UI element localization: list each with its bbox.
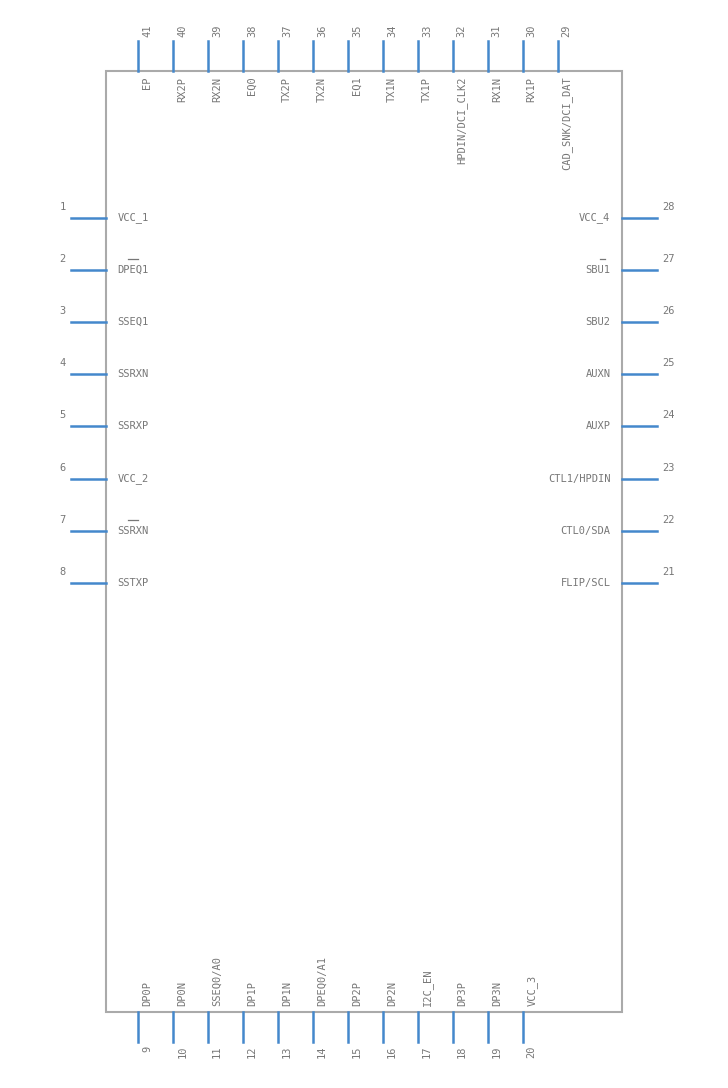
Text: 16: 16 bbox=[387, 1046, 397, 1059]
Text: 10: 10 bbox=[177, 1046, 187, 1059]
Text: VCC_2: VCC_2 bbox=[117, 473, 149, 484]
Text: 31: 31 bbox=[491, 24, 502, 37]
Text: AUXP: AUXP bbox=[585, 421, 611, 432]
Text: I2C_EN: I2C_EN bbox=[422, 968, 432, 1005]
Text: EQ1: EQ1 bbox=[352, 77, 362, 96]
Text: VCC_3: VCC_3 bbox=[526, 975, 537, 1005]
Text: 35: 35 bbox=[352, 24, 362, 37]
Text: CTL1/HPDIN: CTL1/HPDIN bbox=[548, 473, 611, 484]
Text: DP3P: DP3P bbox=[456, 981, 467, 1005]
Text: 25: 25 bbox=[662, 358, 675, 368]
Text: 12: 12 bbox=[247, 1046, 257, 1059]
Text: 27: 27 bbox=[662, 254, 675, 263]
Text: DP1N: DP1N bbox=[282, 981, 292, 1005]
Text: 37: 37 bbox=[282, 24, 292, 37]
Text: 36: 36 bbox=[317, 24, 327, 37]
Text: AUXN: AUXN bbox=[585, 369, 611, 380]
Bar bbox=[106, 71, 622, 1012]
Text: DPEQ1: DPEQ1 bbox=[117, 264, 149, 275]
Text: VCC_4: VCC_4 bbox=[579, 212, 611, 223]
Text: 13: 13 bbox=[282, 1046, 292, 1059]
Text: DPEQ0/A1: DPEQ0/A1 bbox=[317, 956, 327, 1005]
Text: 11: 11 bbox=[212, 1046, 222, 1059]
Text: 39: 39 bbox=[212, 24, 222, 37]
Text: RX2N: RX2N bbox=[212, 77, 222, 101]
Text: 40: 40 bbox=[177, 24, 187, 37]
Text: 7: 7 bbox=[59, 515, 66, 524]
Text: 24: 24 bbox=[662, 410, 675, 420]
Text: DP1P: DP1P bbox=[247, 981, 257, 1005]
Text: 38: 38 bbox=[247, 24, 257, 37]
Text: 14: 14 bbox=[317, 1046, 327, 1059]
Text: SSRXN: SSRXN bbox=[117, 369, 149, 380]
Text: VCC_1: VCC_1 bbox=[117, 212, 149, 223]
Text: 17: 17 bbox=[422, 1046, 432, 1059]
Text: 2: 2 bbox=[59, 254, 66, 263]
Text: DP0N: DP0N bbox=[177, 981, 187, 1005]
Text: SSRXN: SSRXN bbox=[117, 526, 149, 536]
Text: HPDIN/DCI_CLK2: HPDIN/DCI_CLK2 bbox=[456, 77, 467, 164]
Text: TX1N: TX1N bbox=[387, 77, 397, 101]
Text: EP: EP bbox=[142, 77, 152, 89]
Text: 6: 6 bbox=[59, 462, 66, 472]
Text: CTL0/SDA: CTL0/SDA bbox=[561, 526, 611, 536]
Text: CAD_SNK/DCI_DAT: CAD_SNK/DCI_DAT bbox=[561, 77, 572, 171]
Text: RX1P: RX1P bbox=[526, 77, 537, 101]
Text: 20: 20 bbox=[526, 1046, 537, 1059]
Text: DP0P: DP0P bbox=[142, 981, 152, 1005]
Text: 28: 28 bbox=[662, 201, 675, 211]
Text: 3: 3 bbox=[59, 306, 66, 316]
Text: 34: 34 bbox=[387, 24, 397, 37]
Text: SSEQ1: SSEQ1 bbox=[117, 317, 149, 327]
Text: SSTXP: SSTXP bbox=[117, 578, 149, 589]
Text: 19: 19 bbox=[491, 1046, 502, 1059]
Text: 23: 23 bbox=[662, 462, 675, 472]
Text: TX2P: TX2P bbox=[282, 77, 292, 101]
Text: 8: 8 bbox=[59, 567, 66, 577]
Text: DP2P: DP2P bbox=[352, 981, 362, 1005]
Text: SBU2: SBU2 bbox=[585, 317, 611, 327]
Text: SSRXP: SSRXP bbox=[117, 421, 149, 432]
Text: 21: 21 bbox=[662, 567, 675, 577]
Text: RX2P: RX2P bbox=[177, 77, 187, 101]
Text: 30: 30 bbox=[526, 24, 537, 37]
Text: 22: 22 bbox=[662, 515, 675, 524]
Text: DP3N: DP3N bbox=[491, 981, 502, 1005]
Text: RX1N: RX1N bbox=[491, 77, 502, 101]
Text: TX2N: TX2N bbox=[317, 77, 327, 101]
Text: 26: 26 bbox=[662, 306, 675, 316]
Text: 33: 33 bbox=[422, 24, 432, 37]
Text: TX1P: TX1P bbox=[422, 77, 432, 101]
Text: SSEQ0/A0: SSEQ0/A0 bbox=[212, 956, 222, 1005]
Text: 4: 4 bbox=[59, 358, 66, 368]
Text: SBU1: SBU1 bbox=[585, 264, 611, 275]
Text: FLIP/SCL: FLIP/SCL bbox=[561, 578, 611, 589]
Text: 1: 1 bbox=[59, 201, 66, 211]
Text: 41: 41 bbox=[142, 24, 152, 37]
Text: 9: 9 bbox=[142, 1046, 152, 1052]
Text: 32: 32 bbox=[456, 24, 467, 37]
Text: 29: 29 bbox=[561, 24, 571, 37]
Text: 5: 5 bbox=[59, 410, 66, 420]
Text: EQ0: EQ0 bbox=[247, 77, 257, 96]
Text: 15: 15 bbox=[352, 1046, 362, 1059]
Text: DP2N: DP2N bbox=[387, 981, 397, 1005]
Text: 18: 18 bbox=[456, 1046, 467, 1059]
